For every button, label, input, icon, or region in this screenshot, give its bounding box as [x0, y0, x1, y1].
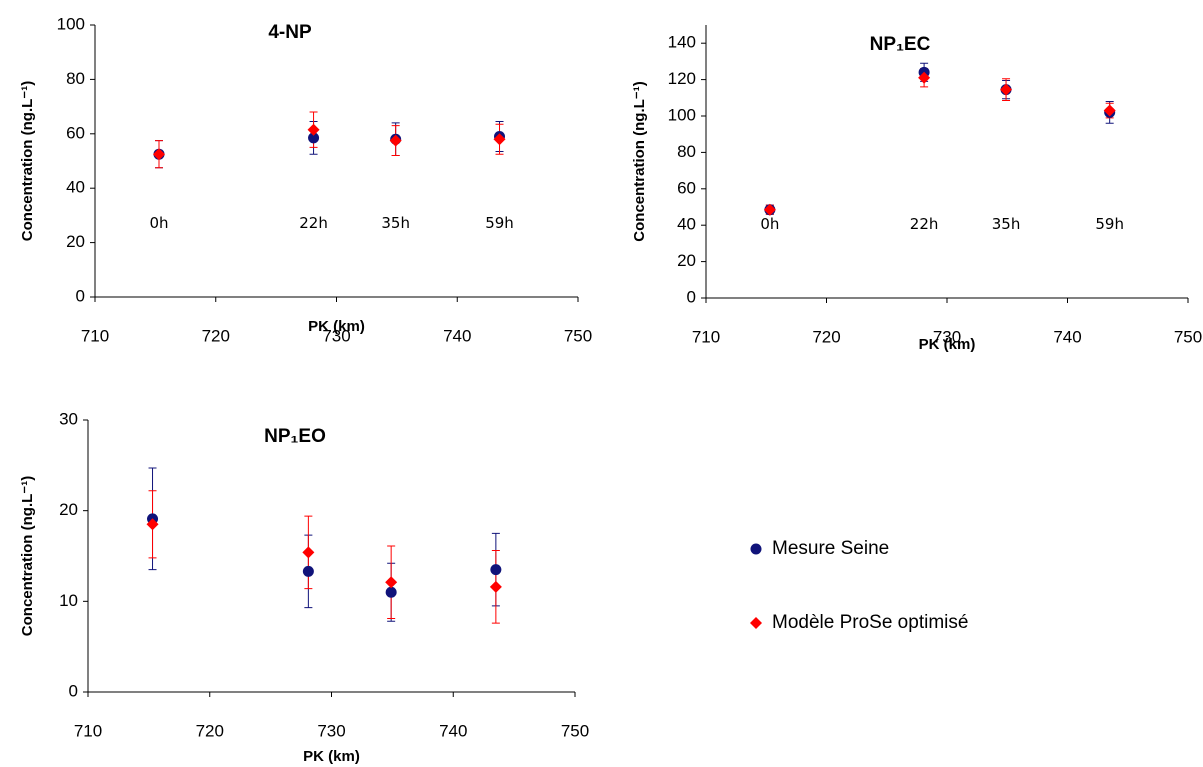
annotation: 35h [992, 215, 1021, 233]
marker [385, 586, 397, 598]
marker [307, 123, 320, 136]
legend-label: Mesure Seine [772, 538, 889, 559]
x-tick-label: 740 [439, 721, 467, 740]
annotation: 22h [910, 215, 939, 233]
y-tick-label: 100 [57, 14, 85, 33]
y-tick-label: 0 [76, 286, 85, 305]
annotation: 22h [299, 214, 328, 232]
marker [385, 576, 398, 589]
marker [146, 518, 159, 531]
x-tick-label: 740 [443, 326, 471, 345]
y-axis-label: Concentration (ng.L⁻¹) [19, 476, 36, 636]
legend-marker [750, 617, 762, 629]
y-tick-label: 40 [66, 178, 85, 197]
chart-title: NP₁EC [870, 34, 931, 55]
marker [1000, 83, 1013, 96]
x-tick-label: 730 [317, 721, 345, 740]
x-axis-label: PK (km) [308, 318, 365, 335]
marker [302, 565, 314, 577]
y-tick-label: 60 [677, 178, 696, 197]
y-tick-label: 0 [687, 287, 696, 306]
marker [302, 546, 315, 559]
marker [152, 148, 165, 161]
x-tick-label: 750 [561, 721, 589, 740]
x-tick-label: 750 [1174, 327, 1202, 346]
x-axis-label: PK (km) [919, 336, 976, 353]
x-tick-label: 710 [74, 721, 102, 740]
x-tick-label: 710 [692, 327, 720, 346]
y-axis-label: Concentration (ng.L⁻¹) [19, 81, 36, 241]
x-tick-label: 740 [1053, 327, 1081, 346]
x-tick-label: 710 [81, 326, 109, 345]
y-tick-label: 140 [668, 33, 696, 52]
chart-title: 4-NP [268, 22, 312, 43]
y-tick-label: 40 [677, 215, 696, 234]
marker [489, 580, 502, 593]
y-tick-label: 30 [59, 409, 78, 428]
y-tick-label: 80 [66, 69, 85, 88]
y-tick-label: 100 [668, 105, 696, 124]
annotation: 0h [760, 215, 779, 233]
x-tick-label: 730 [933, 327, 961, 346]
x-tick-label: 750 [564, 326, 592, 345]
y-tick-label: 80 [677, 142, 696, 161]
marker [490, 564, 502, 576]
x-axis-label: PK (km) [303, 748, 360, 765]
marker [1103, 104, 1116, 117]
y-axis-label: Concentration (ng.L⁻¹) [631, 81, 648, 241]
y-tick-label: 20 [677, 251, 696, 270]
y-tick-label: 120 [668, 69, 696, 88]
annotation: 59h [485, 214, 514, 232]
x-tick-label: 720 [812, 327, 840, 346]
legend-label: Modèle ProSe optimisé [772, 612, 968, 633]
marker [493, 133, 506, 146]
marker [918, 71, 931, 84]
chart-title: NP₁EO [264, 426, 326, 447]
legend-marker [750, 543, 762, 555]
y-tick-label: 10 [59, 591, 78, 610]
annotation: 35h [381, 214, 410, 232]
annotation: 59h [1095, 215, 1124, 233]
marker [763, 203, 776, 216]
y-tick-label: 60 [66, 123, 85, 142]
marker [389, 134, 402, 147]
x-tick-label: 730 [322, 326, 350, 345]
x-tick-label: 720 [196, 721, 224, 740]
marker [308, 132, 320, 144]
y-tick-label: 20 [59, 500, 78, 519]
annotation: 0h [149, 214, 168, 232]
y-tick-label: 0 [69, 681, 78, 700]
y-tick-label: 20 [66, 232, 85, 251]
x-tick-label: 720 [202, 326, 230, 345]
